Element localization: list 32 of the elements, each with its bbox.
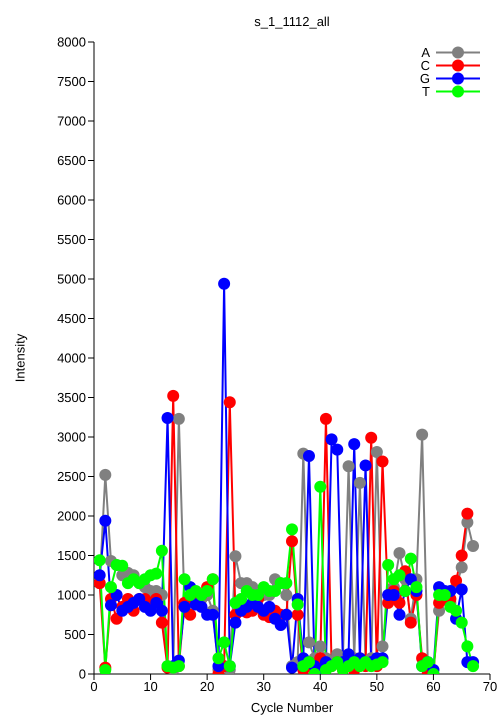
y-tick-label: 7500 — [57, 74, 86, 90]
legend-label: T — [421, 84, 430, 99]
y-tick-label: 5000 — [57, 272, 86, 287]
y-axis-title: Intensity — [12, 333, 28, 382]
y-tick-label: 4000 — [57, 350, 86, 366]
y-tick-label: 7000 — [57, 114, 86, 129]
x-tick-label: 50 — [370, 679, 384, 694]
y-tick-label: 1500 — [57, 548, 86, 564]
y-tick-label: 1000 — [57, 588, 86, 603]
y-tick-label: 0 — [78, 666, 86, 682]
chart-title: s_1_1112_all — [253, 14, 331, 29]
x-tick-label: 30 — [256, 679, 271, 694]
legend-label: C — [420, 58, 430, 73]
y-tick-label: 2500 — [57, 469, 86, 484]
y-tick-label: 2000 — [57, 508, 86, 524]
y-tick-label: 500 — [64, 627, 86, 642]
x-tick-label: 60 — [426, 679, 441, 694]
legend-label: G — [418, 71, 430, 86]
x-tick-label: 0 — [90, 679, 98, 694]
x-tick-label: 70 — [482, 679, 498, 694]
y-tick-label: 6000 — [57, 192, 86, 208]
y-tick-label: 8000 — [57, 34, 86, 50]
x-tick-label: 20 — [200, 679, 214, 694]
x-tick-label: 10 — [143, 679, 158, 694]
legend-label: A — [420, 45, 430, 60]
y-tick-label: 5500 — [57, 232, 86, 248]
x-axis-title: Cycle Number — [250, 700, 334, 715]
y-tick-label: 6500 — [57, 153, 86, 168]
y-tick-label: 3000 — [57, 430, 86, 445]
x-tick-label: 40 — [313, 679, 328, 694]
y-tick-label: 3500 — [57, 390, 86, 406]
y-tick-label: 4500 — [57, 311, 86, 326]
